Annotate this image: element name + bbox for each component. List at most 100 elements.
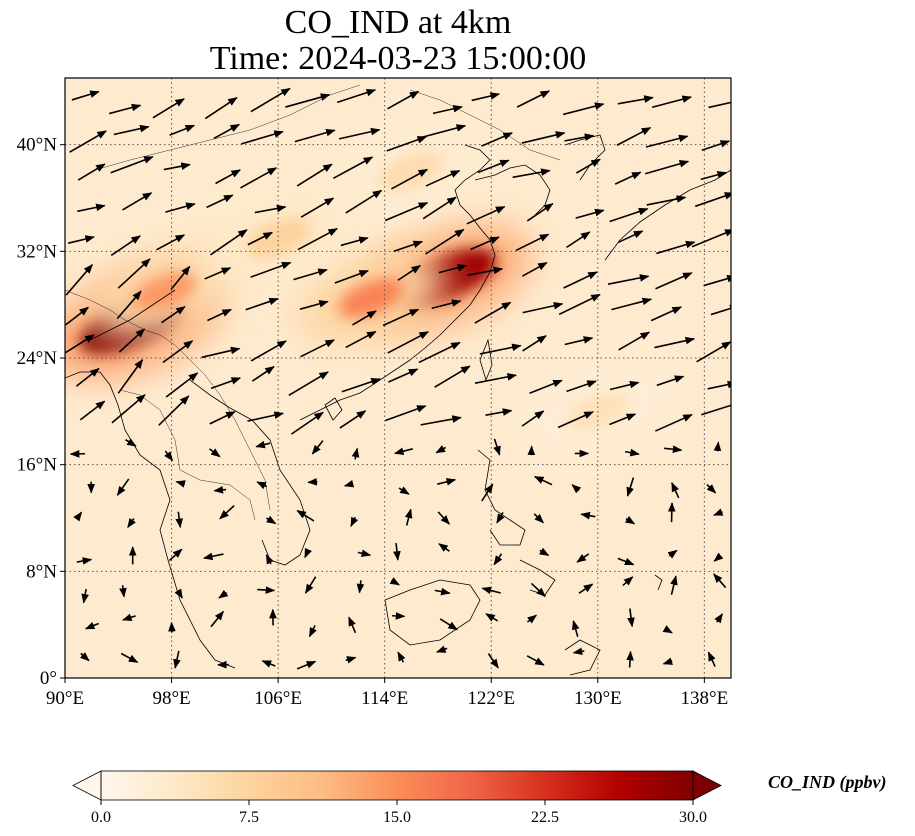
- colorbar-tick-label: 15.0: [383, 809, 411, 826]
- wind-arrow: [393, 543, 401, 561]
- wind-arrow: [664, 445, 683, 454]
- wind-arrow: [290, 411, 324, 435]
- lat-tick-label: 16°N: [17, 455, 58, 476]
- wind-arrow: [350, 516, 359, 528]
- wind-arrow: [562, 102, 605, 116]
- wind-arrow: [304, 547, 312, 559]
- wind-arrow: [481, 132, 513, 147]
- wind-arrow: [701, 404, 731, 416]
- wind-arrow: [662, 657, 673, 665]
- wind-arrow: [116, 290, 142, 320]
- wind-arrow: [393, 447, 413, 455]
- wind-arrow: [215, 169, 241, 185]
- colorbar-tick-label: 7.5: [239, 809, 259, 826]
- wind-arrow: [69, 130, 107, 153]
- wind-arrow: [575, 208, 605, 219]
- lat-lon-gridlines: [65, 78, 731, 678]
- wind-arrow: [438, 543, 450, 552]
- wind-arrow: [340, 236, 369, 247]
- wind-arrow: [578, 583, 594, 594]
- wind-arrow: [300, 197, 335, 218]
- wind-arrow: [84, 621, 100, 630]
- map-panel: [65, 78, 731, 678]
- lat-tick-label: 0°: [40, 668, 57, 689]
- wind-arrow: [76, 557, 93, 565]
- wind-arrow: [110, 156, 154, 174]
- wind-arrow: [708, 101, 731, 109]
- wind-arrow: [616, 126, 652, 146]
- wind-arrow: [77, 163, 106, 181]
- wind-arrow: [388, 368, 419, 383]
- wind-arrow: [387, 90, 420, 110]
- wind-arrow: [667, 549, 678, 559]
- wind-arrow: [575, 158, 601, 174]
- wind-arrow: [530, 582, 546, 598]
- wind-arrow: [120, 652, 139, 663]
- wind-arrow: [209, 411, 236, 425]
- lat-tick-label: 32°N: [17, 241, 58, 262]
- wind-arrow: [617, 95, 654, 105]
- wind-arrow: [713, 552, 724, 562]
- wind-arrow: [175, 511, 183, 529]
- wind-arrow: [420, 415, 462, 426]
- wind-arrow: [671, 482, 680, 499]
- wind-arrow: [714, 613, 723, 624]
- lon-tick-label: 106°E: [254, 688, 302, 709]
- lon-tick-label: 90°E: [46, 688, 84, 709]
- wind-arrow: [700, 171, 727, 181]
- wind-arrow: [580, 511, 596, 520]
- wind-arrow: [162, 340, 194, 364]
- wind-arrow: [558, 293, 601, 316]
- wind-arrow: [71, 90, 100, 101]
- wind-arrow: [644, 160, 690, 175]
- wind-arrow: [65, 306, 90, 326]
- wind-arrow: [250, 261, 292, 278]
- wind-arrow: [713, 573, 727, 589]
- wind-arrow: [385, 405, 427, 422]
- wind-arrow: [539, 547, 550, 557]
- wind-arrow: [173, 650, 181, 669]
- wind-arrow: [73, 511, 83, 522]
- wind-arrow: [422, 196, 457, 220]
- colorbar-extend-min: [72, 770, 102, 801]
- wind-arrow: [384, 202, 429, 222]
- wind-arrow: [626, 477, 635, 497]
- wind-arrow: [208, 448, 221, 458]
- wind-arrow: [533, 513, 544, 524]
- wind-arrow: [357, 549, 372, 558]
- wind-arrow: [656, 375, 685, 387]
- wind-arrow: [108, 103, 142, 115]
- wind-arrow: [165, 372, 199, 398]
- wind-arrow: [250, 87, 291, 113]
- wind-arrow: [311, 440, 324, 455]
- wind-arrow: [125, 438, 137, 447]
- wind-arrow: [564, 133, 595, 142]
- wind-arrow: [434, 587, 451, 596]
- wind-arrow: [210, 377, 242, 390]
- wind-arrow: [496, 511, 505, 524]
- wind-vectors: [65, 87, 731, 670]
- wind-arrow: [293, 268, 328, 281]
- wind-arrow: [356, 580, 365, 594]
- wind-arrow: [168, 548, 183, 562]
- wind-arrow: [557, 411, 594, 429]
- wind-arrow: [345, 330, 377, 349]
- wind-arrow: [256, 481, 268, 490]
- wind-arrow: [512, 168, 551, 179]
- plume-4: [294, 251, 448, 345]
- wind-arrow: [521, 131, 566, 144]
- wind-arrow: [254, 204, 287, 214]
- longitude-ticks: 90°E 98°E 106°E 114°E 122°E 130°E 138°E: [46, 678, 728, 709]
- wind-arrow: [487, 653, 499, 669]
- wind-arrow: [250, 340, 287, 362]
- wind-arrow: [471, 92, 501, 102]
- wind-arrow: [624, 515, 636, 525]
- co-concentration-field: [65, 124, 675, 458]
- wind-arrow: [79, 400, 106, 421]
- wind-arrow: [701, 140, 731, 152]
- wind-arrow: [646, 195, 687, 206]
- wind-arrow: [247, 231, 274, 246]
- wind-arrow: [265, 554, 274, 565]
- wind-arrow: [392, 612, 406, 620]
- wind-arrow: [576, 553, 590, 563]
